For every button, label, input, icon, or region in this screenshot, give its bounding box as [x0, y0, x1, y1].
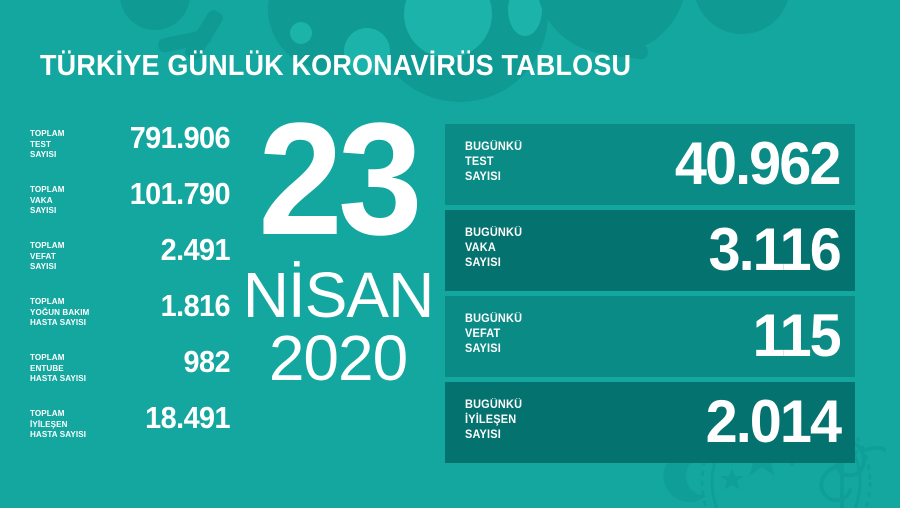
date-year: 2020: [268, 322, 408, 394]
virus-cell-shape: [120, 0, 190, 30]
virus-cell-shape: [290, 22, 312, 44]
daily-card-value: 40.962: [675, 130, 842, 197]
total-stat-value: 101.790: [129, 176, 231, 211]
daily-card-label: BUGÜNKÜ TEST SAYISI: [465, 141, 523, 183]
total-stat-label: TOPLAM VAKA SAYISI: [30, 184, 65, 215]
total-stat-label: TOPLAM VEFAT SAYISI: [30, 240, 65, 271]
total-stat-row: TOPLAM İYİLEŞEN HASTA SAYISI 18.491: [30, 400, 231, 462]
daily-card-value: 115: [752, 302, 842, 369]
daily-card: BUGÜNKÜ VEFAT SAYISI 115: [445, 296, 855, 377]
total-stat-row: TOPLAM VAKA SAYISI 101.790: [30, 176, 231, 238]
date-block: 23 NİSAN 2020: [238, 89, 438, 394]
total-stat-value: 982: [183, 344, 231, 379]
virus-cell-shape: [694, 0, 790, 34]
total-stat-row: TOPLAM VEFAT SAYISI 2.491: [30, 232, 231, 294]
page-title: TÜRKİYE GÜNLÜK KORONAVİRÜS TABLOSU: [40, 50, 632, 82]
total-stat-value: 1.816: [160, 288, 231, 323]
total-stat-row: TOPLAM ENTUBE HASTA SAYISI 982: [30, 344, 231, 406]
total-stat-label: TOPLAM İYİLEŞEN HASTA SAYISI: [30, 408, 87, 439]
totals-column: TOPLAM TEST SAYISI 791.906 TOPLAM VAKA SAYIS…: [30, 120, 231, 462]
total-stat-value: 18.491: [145, 400, 230, 435]
total-stat-value: 2.491: [160, 232, 231, 267]
total-stat-label: TOPLAM YOĞUN BAKIM HASTA SAYISI: [30, 296, 90, 327]
daily-cards: BUGÜNKÜ TEST SAYISI 40.962 BUGÜNKÜ VAKA SAYI…: [445, 124, 855, 468]
total-stat-row: TOPLAM YOĞUN BAKIM HASTA SAYISI 1.816: [30, 288, 231, 350]
date-day: 23: [258, 89, 422, 268]
total-stat-label: TOPLAM TEST SAYISI: [30, 128, 65, 159]
total-stat-row: TOPLAM TEST SAYISI 791.906: [30, 120, 231, 182]
daily-card-label: BUGÜNKÜ İYİLEŞEN SAYISI: [465, 399, 523, 441]
daily-card-label: BUGÜNKÜ VAKA SAYISI: [465, 227, 523, 269]
total-stat-label: TOPLAM ENTUBE HASTA SAYISI: [30, 352, 87, 383]
daily-card: BUGÜNKÜ VAKA SAYISI 3.116: [445, 210, 855, 291]
daily-card-label: BUGÜNKÜ VEFAT SAYISI: [465, 313, 523, 355]
date-month: NİSAN: [242, 259, 435, 331]
daily-card-value: 2.014: [705, 388, 841, 455]
daily-card-value: 3.116: [708, 216, 842, 283]
virus-cell-shape: [508, 0, 542, 36]
daily-card: BUGÜNKÜ İYİLEŞEN SAYISI 2.014: [445, 382, 855, 463]
daily-card: BUGÜNKÜ TEST SAYISI 40.962: [445, 124, 855, 205]
virus-cell-shape: [536, 0, 686, 54]
total-stat-value: 791.906: [129, 120, 231, 155]
